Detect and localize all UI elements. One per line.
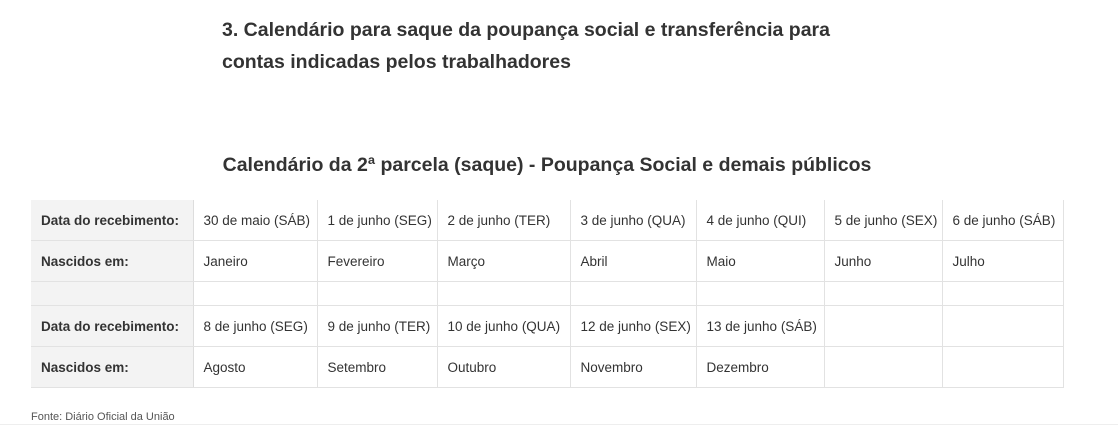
divider [0, 424, 1118, 425]
cell: 5 de junho (SEX) [824, 200, 943, 241]
empty-cell [824, 346, 943, 388]
cell: 8 de junho (SEG) [193, 305, 318, 347]
heading: contas indicadas pelos trabalhadores [222, 51, 571, 73]
cell: 13 de junho (SÁB) [696, 305, 825, 347]
cell: 2 de junho (TER) [437, 200, 571, 241]
cell: Janeiro [193, 240, 318, 282]
empty-cell [317, 281, 438, 306]
cell: Novembro [570, 346, 697, 388]
cell: 6 de junho (SÁB) [942, 200, 1064, 241]
calendar-table: Data do recebimento: 30 de maio (SÁB) 1 de… [31, 200, 1064, 388]
cell: Maio [696, 240, 825, 282]
cell: 10 de junho (QUA) [437, 305, 571, 347]
row-label: Nascidos em: [31, 346, 194, 388]
cell: 1 de junho (SEG) [317, 200, 438, 241]
cell: Fevereiro [317, 240, 438, 282]
empty-cell [824, 305, 943, 347]
heading: 3. Calendário para saque da poupança soc… [222, 19, 830, 41]
cell: Setembro [317, 346, 438, 388]
cell: Junho [824, 240, 943, 282]
table-row: Nascidos em: Agosto Setembro Outubro Novembr… [31, 346, 1064, 388]
spacer-row [31, 281, 1064, 306]
empty-cell [942, 346, 1064, 388]
empty-cell [31, 281, 194, 306]
cell: Abril [570, 240, 697, 282]
table-row: Nascidos em: Janeiro Fevereiro Março Abril Ma… [31, 240, 1064, 282]
cell: 30 de maio (SÁB) [193, 200, 318, 241]
cell: 3 de junho (QUA) [570, 200, 697, 241]
row-label: Data do recebimento: [31, 305, 194, 347]
cell: 9 de junho (TER) [317, 305, 438, 347]
cell: Março [437, 240, 571, 282]
empty-cell [570, 281, 697, 306]
source-note: Fonte: Diário Oficial da União [31, 411, 175, 423]
cell: Dezembro [696, 346, 825, 388]
cell: Agosto [193, 346, 318, 388]
empty-cell [437, 281, 571, 306]
row-label: Nascidos em: [31, 240, 194, 282]
table-title: Calendário da 2ª parcela (saque) - Poupa… [222, 154, 872, 176]
empty-cell [193, 281, 318, 306]
cell: Outubro [437, 346, 571, 388]
empty-cell [824, 281, 943, 306]
empty-cell [696, 281, 825, 306]
table-row: Data do recebimento: 8 de junho (SEG) 9 de… [31, 305, 1064, 347]
cell: 12 de junho (SEX) [570, 305, 697, 347]
cell: Julho [942, 240, 1064, 282]
row-label: Data do recebimento: [31, 200, 194, 241]
empty-cell [942, 305, 1064, 347]
cell: 4 de junho (QUI) [696, 200, 825, 241]
table-row: Data do recebimento: 30 de maio (SÁB) 1 de… [31, 200, 1064, 241]
empty-cell [942, 281, 1064, 306]
